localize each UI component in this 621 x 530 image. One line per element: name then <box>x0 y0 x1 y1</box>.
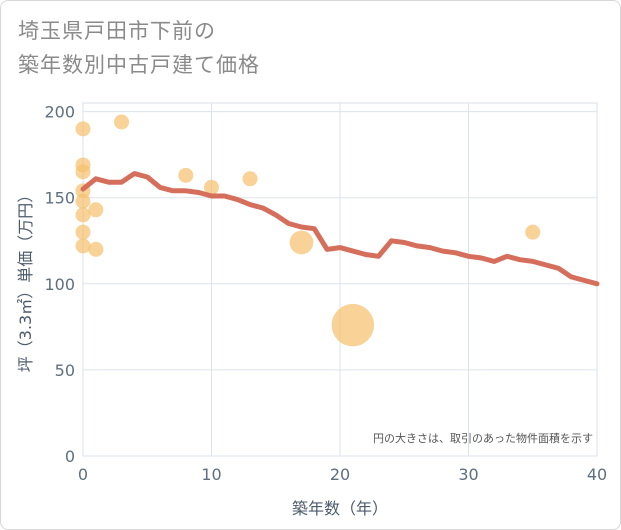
data-point <box>114 114 130 130</box>
y-tick-label: 50 <box>55 361 75 380</box>
chart-title-line2: 築年数別中古戸建て価格 <box>18 53 260 77</box>
data-point <box>75 207 91 223</box>
data-point <box>242 171 258 187</box>
y-tick-label: 0 <box>65 447 75 466</box>
x-tick-label: 10 <box>201 465 221 484</box>
x-tick-label: 30 <box>458 465 478 484</box>
chart-title: 埼玉県戸田市下前の 築年数別中古戸建て価格 <box>18 14 518 82</box>
x-tick-label: 40 <box>587 465 607 484</box>
x-axis-title: 築年数（年） <box>292 499 388 518</box>
x-tick-label: 0 <box>78 465 88 484</box>
x-tick-label: 20 <box>330 465 350 484</box>
y-tick-label: 150 <box>44 189 75 208</box>
data-point <box>75 238 91 254</box>
y-axis-title: 坪（3.3㎡）単価（万円） <box>16 187 35 372</box>
data-point <box>75 193 91 209</box>
data-point <box>75 121 91 137</box>
trend-line <box>80 171 600 287</box>
data-point <box>88 202 104 218</box>
y-axis-ticks: 0 50 100 150 200 <box>44 103 75 466</box>
y-tick-label: 200 <box>44 103 75 122</box>
data-point <box>525 224 541 240</box>
x-axis-ticks: 0 10 20 30 40 <box>78 465 607 484</box>
data-point <box>204 179 219 195</box>
data-point <box>88 241 104 257</box>
data-point <box>289 230 314 255</box>
chart-title-line1: 埼玉県戸田市下前の <box>18 19 216 43</box>
grid-lines <box>82 103 598 457</box>
data-point <box>331 303 375 347</box>
y-tick-label: 100 <box>44 275 75 294</box>
data-point <box>75 164 91 180</box>
data-point <box>75 224 91 240</box>
data-point <box>178 167 194 183</box>
size-note: 円の大きさは、取引のあった物件面積を示す <box>373 431 593 445</box>
